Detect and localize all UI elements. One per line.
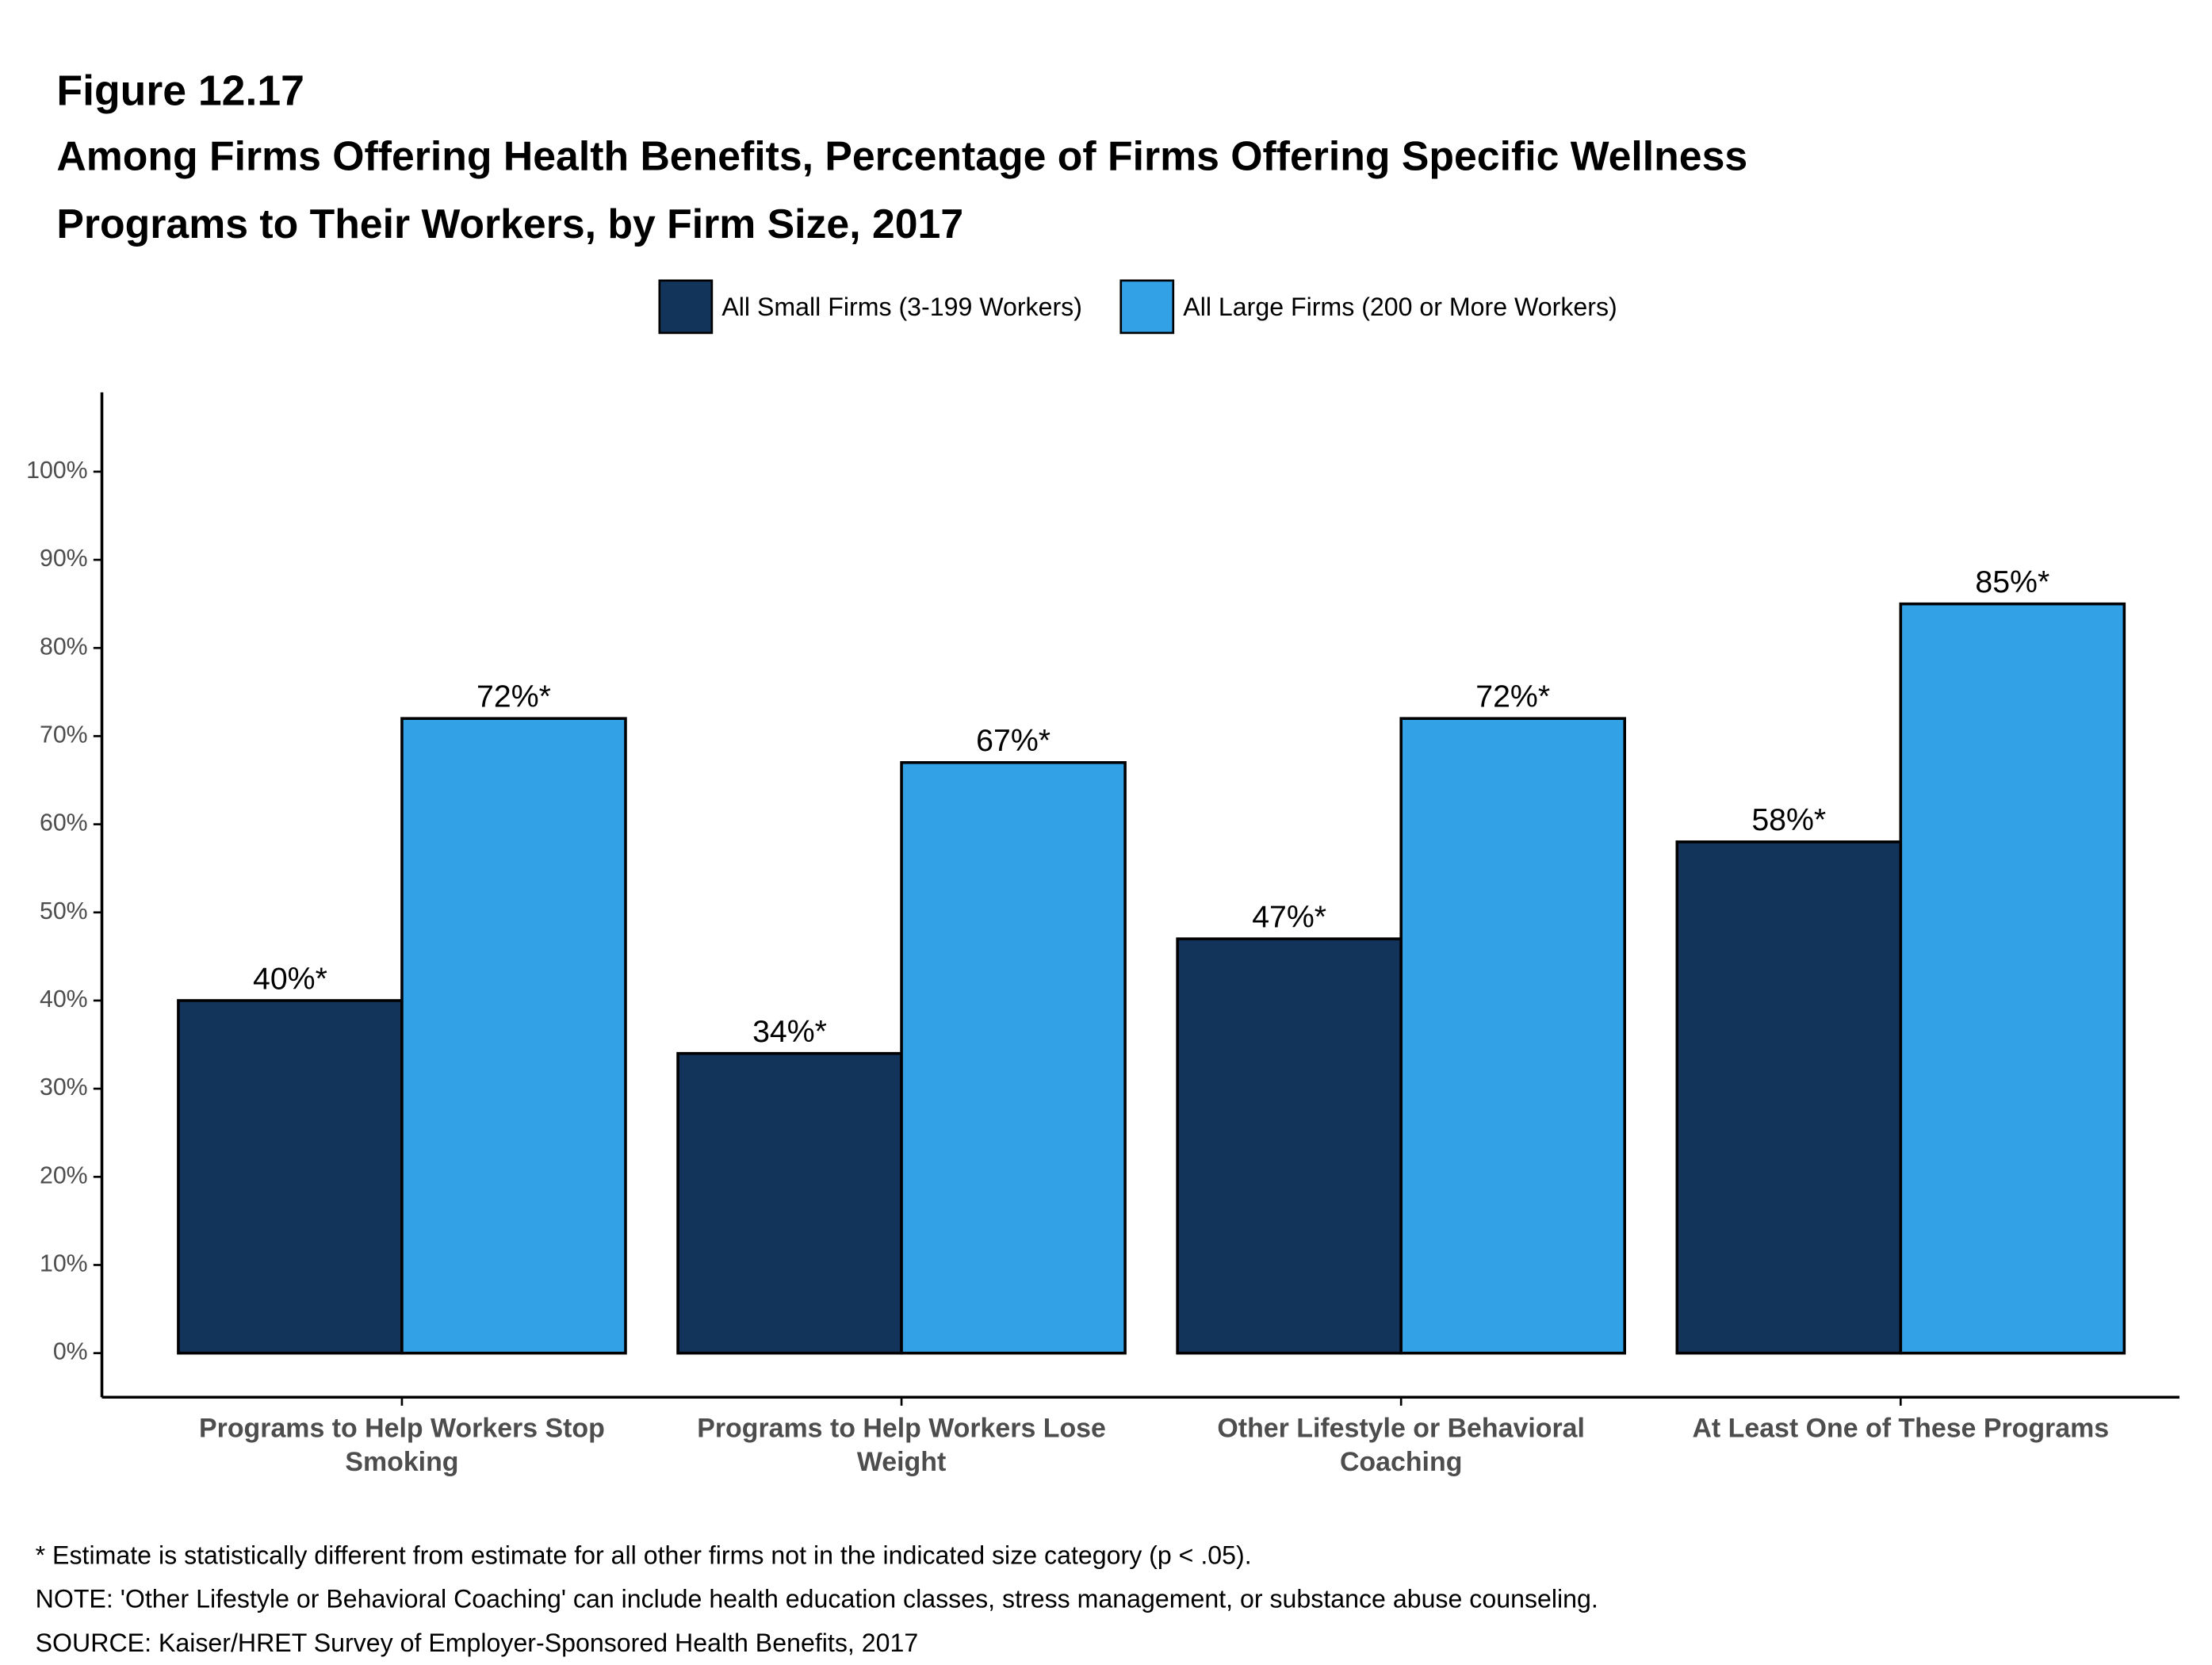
figure-label: Figure 12.17 xyxy=(56,67,304,114)
value-label: 40%* xyxy=(253,961,327,996)
value-label: 72%* xyxy=(476,679,551,714)
x-tick-label: At Least One of These Programs xyxy=(1692,1413,2109,1443)
bar xyxy=(1675,840,1903,1355)
bar xyxy=(177,999,404,1355)
x-tick-label: Programs to Help Workers Stop Smoking xyxy=(199,1413,605,1477)
legend-label: All Large Firms (200 or More Workers) xyxy=(1183,293,1617,321)
bar xyxy=(1399,717,1626,1355)
bar xyxy=(900,760,1127,1355)
y-tick-label: 90% xyxy=(40,545,88,572)
value-label: 58%* xyxy=(1751,802,1826,837)
value-label: 67%* xyxy=(976,723,1051,758)
y-tick-label: 70% xyxy=(40,722,88,748)
legend-swatch xyxy=(1119,279,1175,335)
y-tick-label: 20% xyxy=(40,1162,88,1188)
footnote: * Estimate is statistically different fr… xyxy=(36,1541,1252,1569)
y-tick-label: 10% xyxy=(40,1250,88,1276)
footnote: NOTE: 'Other Lifestyle or Behavioral Coa… xyxy=(36,1585,1598,1613)
value-label: 85%* xyxy=(1975,565,2049,599)
y-tick-label: 0% xyxy=(53,1339,88,1365)
y-tick-label: 60% xyxy=(40,810,88,836)
y-tick-label: 80% xyxy=(40,633,88,660)
footnote: SOURCE: Kaiser/HRET Survey of Employer-S… xyxy=(36,1629,919,1657)
legend-label: All Small Firms (3-199 Workers) xyxy=(721,293,1082,321)
bar xyxy=(676,1051,903,1355)
bar xyxy=(1899,602,2126,1355)
x-tick-label: Other Lifestyle or Behavioral Coaching xyxy=(1217,1413,1585,1477)
value-label: 47%* xyxy=(1252,900,1326,935)
value-label: 72%* xyxy=(1475,679,1550,714)
y-tick-label: 50% xyxy=(40,898,88,924)
chart-title: Among Firms Offering Health Benefits, Pe… xyxy=(56,132,1747,247)
bar xyxy=(400,717,627,1355)
value-label: 34%* xyxy=(752,1014,827,1049)
bar xyxy=(1176,937,1403,1355)
y-tick-label: 30% xyxy=(40,1074,88,1100)
x-tick-label: Programs to Help Workers Lose Weight xyxy=(697,1413,1106,1477)
y-tick-label: 40% xyxy=(40,986,88,1012)
y-tick-label: 100% xyxy=(26,457,88,484)
legend-swatch xyxy=(658,279,714,335)
